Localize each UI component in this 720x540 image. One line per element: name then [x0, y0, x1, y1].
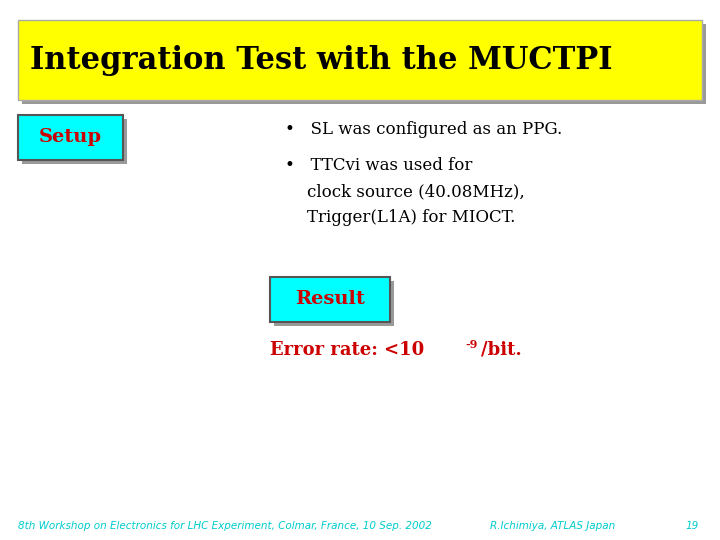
Text: /bit.: /bit.	[481, 341, 522, 359]
FancyBboxPatch shape	[18, 115, 123, 160]
Text: R.Ichimiya, ATLAS Japan: R.Ichimiya, ATLAS Japan	[490, 521, 616, 531]
Text: Setup: Setup	[39, 129, 102, 146]
Text: 19: 19	[685, 521, 698, 531]
FancyBboxPatch shape	[22, 119, 127, 164]
FancyBboxPatch shape	[18, 20, 702, 100]
FancyBboxPatch shape	[270, 277, 390, 322]
Text: Trigger(L1A) for MIOCT.: Trigger(L1A) for MIOCT.	[307, 208, 516, 226]
Text: 8th Workshop on Electronics for LHC Experiment, Colmar, France, 10 Sep. 2002: 8th Workshop on Electronics for LHC Expe…	[18, 521, 432, 531]
Text: -9: -9	[465, 339, 477, 350]
Text: Result: Result	[295, 291, 365, 308]
FancyBboxPatch shape	[22, 24, 706, 104]
Text: clock source (40.08MHz),: clock source (40.08MHz),	[307, 184, 525, 200]
Text: •   TTCvi was used for: • TTCvi was used for	[285, 157, 472, 173]
Text: Error rate: <10: Error rate: <10	[270, 341, 424, 359]
Text: Integration Test with the MUCTPI: Integration Test with the MUCTPI	[30, 44, 613, 76]
Text: •   SL was configured as an PPG.: • SL was configured as an PPG.	[285, 122, 562, 138]
FancyBboxPatch shape	[274, 281, 394, 326]
